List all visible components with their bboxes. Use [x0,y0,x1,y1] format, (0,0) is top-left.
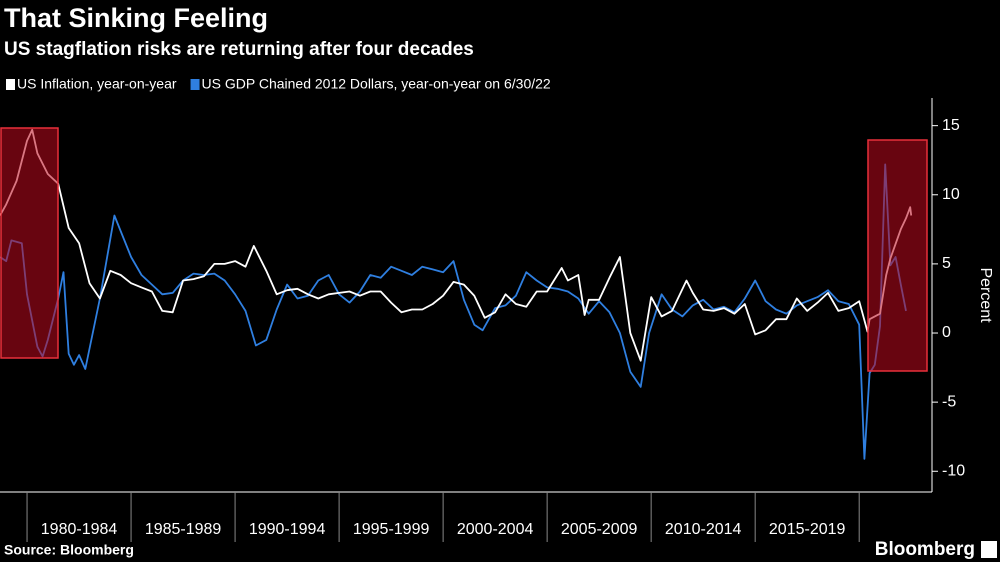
source: Source: Bloomberg [4,542,134,558]
x-tick-label: 2005-2009 [561,521,638,538]
x-tick-label: 2000-2004 [457,521,534,538]
y-tick-label: 0 [942,324,951,341]
x-tick-label: 1990-1994 [249,521,326,538]
x-tick-label: 1995-1999 [353,521,430,538]
highlight-box [0,127,59,359]
highlight-box [867,139,928,372]
chart-subtitle: US stagflation risks are returning after… [4,39,474,60]
legend-swatch [190,79,200,90]
brand-icon [981,541,997,558]
y-tick-label: 15 [942,117,960,134]
plot-lines [0,128,913,460]
x-tick-label: 2015-2019 [769,521,846,538]
y-tick-label: -10 [942,462,965,479]
y-axis-label: Percent [977,267,994,323]
y-tick-label: -5 [942,393,956,410]
chart-title: That Sinking Feeling [4,3,268,33]
series-line [0,163,907,460]
x-tick-label: 1985-1989 [145,521,222,538]
x-tick-label: 2010-2014 [665,521,742,538]
x-tick-label: 1980-1984 [41,521,118,538]
legend-label: US Inflation, year-on-year [17,76,177,92]
legend-label: US GDP Chained 2012 Dollars, year-on-yea… [202,76,551,92]
y-tick-label: 10 [942,186,960,203]
series-line [0,128,913,362]
legend-swatch [6,79,15,90]
y-tick-label: 5 [942,255,951,272]
brand: Bloomberg [875,539,975,560]
